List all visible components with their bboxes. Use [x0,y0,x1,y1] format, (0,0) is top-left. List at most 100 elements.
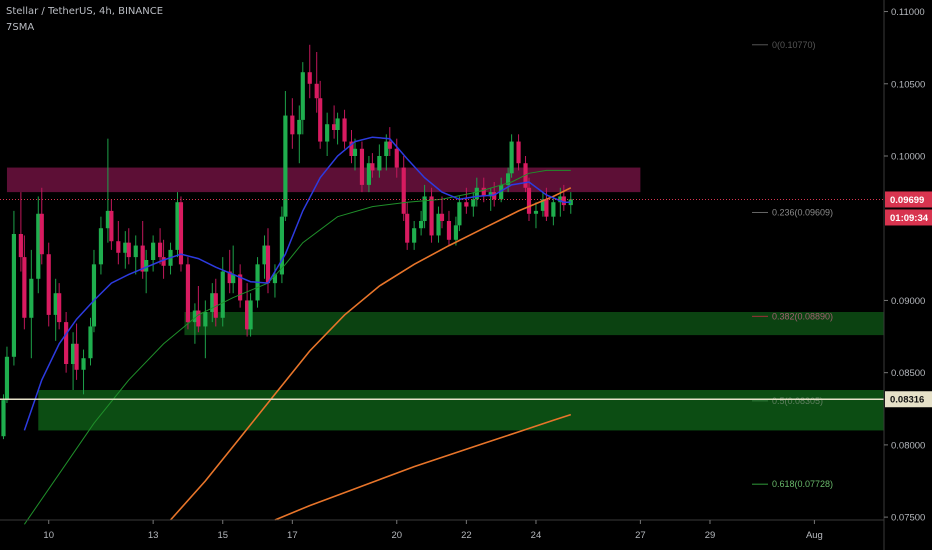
last-price-tag: 0.09699 [890,195,924,206]
candle-body-77 [436,213,441,236]
candle-body-89 [506,173,511,185]
x-tick-label-3: 17 [287,530,298,541]
candle-body-30 [161,257,166,266]
candle-body-26 [140,245,145,272]
fib-label-1: 0.236(0.09609) [772,207,833,217]
marked-level-tag-bg [885,391,932,408]
fib-label-4: 0.618(0.07728) [772,479,833,489]
ma-orange-line-1 [169,187,572,521]
x-tick-label-1: 13 [148,530,159,541]
candle-body-32 [175,202,180,250]
candle-body-41 [227,271,232,284]
candle-body-17 [88,326,93,359]
candle-body-62 [349,141,354,156]
candle-body-7 [29,278,34,318]
candle-body-76 [429,196,434,236]
candle-body-99 [561,196,566,206]
fib-label-3: 0.5(0.08305) [772,396,823,406]
candle-body-73 [412,228,417,243]
candle-body-47 [262,245,267,265]
zone-1 [184,312,885,336]
candle-body-10 [46,254,51,315]
candle-body-16 [81,358,86,370]
candle-body-59 [332,124,337,130]
x-tick-label-8: 29 [705,530,716,541]
ma-orange-line-2 [274,413,572,521]
candle-body-40 [220,271,225,318]
candle-body-24 [126,242,131,258]
candle-body-52 [290,115,295,135]
candle-body-4 [11,234,17,357]
candle-body-14 [70,343,76,364]
candle-body-51 [283,115,288,217]
candle-body-86 [488,192,493,197]
sma7-line [23,136,571,431]
ma-layer [0,136,884,525]
candle-body-49 [272,274,278,284]
candle-body-15 [74,343,79,370]
candle-body-50 [279,216,284,275]
candle-body-45 [248,300,253,330]
candle-body-20 [105,210,110,229]
candle-body-95 [540,199,546,211]
x-tick-label-2: 15 [217,530,228,541]
candle-body-85 [481,187,486,197]
time-axis[interactable]: 10 13 15 17 20 22 24 27 29 Aug [0,519,884,541]
candle-body-56 [314,83,319,99]
countdown-tag: 01:09:34 [890,213,929,224]
candle-body-3 [4,356,10,401]
ma-green-line [23,169,571,525]
price-axis[interactable]: 0.11000 0.10500 0.10000 0.09000 0.08500 0.080… [883,0,925,550]
candle-body-65 [366,163,372,185]
candle-body-21 [109,210,114,242]
candle-body-33 [178,202,184,265]
candle-body-81 [457,202,462,226]
candle-body-12 [57,293,62,323]
candle-body-54 [300,72,305,120]
candle-body-63 [352,148,358,156]
candle-body-91 [516,141,521,164]
candle-body-38 [210,293,215,312]
marked-level-tag: 0.08316 [890,395,924,406]
candle-body-19 [98,228,104,265]
candle-body-44 [245,300,250,330]
candle-body-94 [533,210,539,214]
candle-body-70 [394,148,399,168]
candle-body-5 [18,234,23,258]
candle-body-25 [133,245,138,258]
candle-body-79 [446,221,452,240]
candle-body-27 [144,260,149,272]
candle-body-82 [464,202,469,207]
candle-body-36 [196,310,201,327]
x-tick-label-6: 24 [531,530,542,541]
fib-label-0: 0(0.10770) [772,40,816,50]
y-tick-label-1: 0.10500 [891,79,925,90]
candle-body-74 [419,221,424,229]
symbol-title: Stellar / TetherUS, 4h, BINANCE [6,6,164,17]
y-tick-label-3: 0.09000 [891,296,925,307]
zone-2 [38,390,885,431]
candle-body-34 [185,264,191,323]
candle-body-71 [401,167,406,214]
candle-body-98 [558,196,563,203]
candle-layer [1,44,573,440]
candle-body-23 [123,242,128,253]
candle-body-69 [387,141,392,149]
candle-body-48 [265,245,271,284]
candle-body-55 [307,72,312,84]
x-tick-label-5: 22 [461,530,472,541]
x-tick-label-0: 10 [43,530,54,541]
candle-body-57 [318,98,323,142]
candle-body-75 [422,196,427,221]
y-tick-label-5: 0.08000 [891,440,925,451]
indicator-label[interactable]: 7SMA [6,22,35,33]
y-tick-label-6: 0.07500 [891,513,925,524]
last-price-tag-bg [885,191,932,208]
candle-body-88 [499,184,504,200]
zone-0 [6,167,641,193]
candle-body-9 [39,213,44,255]
y-tick-label-2: 0.10000 [891,152,925,163]
candle-body-68 [384,141,389,156]
candle-body-22 [116,241,121,253]
